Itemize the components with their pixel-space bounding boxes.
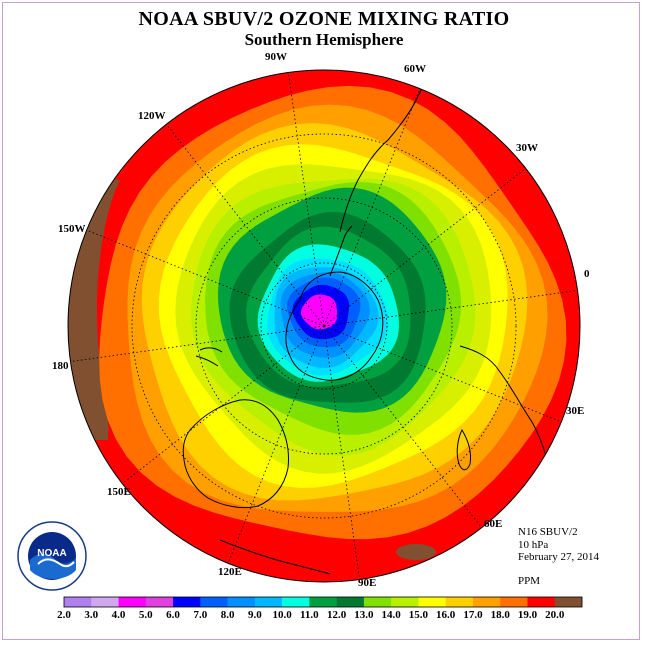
colorbar-tick-label: 12.0 [327, 609, 347, 621]
coastline-australia [182, 399, 289, 509]
meridian-line [68, 325, 325, 364]
colorbar-swatch [500, 597, 528, 607]
colorbar-swatch [64, 597, 92, 607]
colorbar-tick-label: 19.0 [517, 609, 538, 621]
date-label: February 27, 2014 [518, 551, 599, 563]
colorbar-swatch [91, 597, 119, 607]
lon-label-180: 180 [52, 360, 69, 372]
colorbar-tick-label: 15.0 [408, 609, 429, 621]
meridian-line [323, 325, 575, 428]
colorbar-swatch [418, 597, 446, 607]
lon-label-60w: 60W [404, 63, 426, 75]
colorbar-swatch [173, 597, 201, 607]
noaa-logo-icon: NOAA [17, 521, 87, 591]
map-outline [67, 69, 581, 583]
colorbar-swatch [445, 597, 474, 607]
noaa-logo-text: NOAA [37, 548, 66, 559]
colorbar-swatch [200, 597, 228, 607]
colorbar-tick-label: 11.0 [300, 609, 319, 621]
colorbar-tick-label: 13.0 [354, 609, 374, 621]
noaa-logo: NOAA [16, 520, 88, 592]
graticule [68, 70, 580, 582]
meridian-line [323, 325, 491, 540]
colorbar-swatch [527, 597, 556, 607]
coastline-new-zealand [195, 347, 223, 367]
page-title: NOAA SBUV/2 OZONE MIXING RATIO [138, 8, 510, 30]
lon-label-30e: 30E [566, 405, 585, 417]
colorbar-tick-label: 18.0 [490, 609, 510, 621]
lon-label-60e: 60E [484, 518, 503, 530]
colorbar-swatch [336, 597, 365, 607]
colorbar-outline [63, 596, 583, 608]
coastline-peninsula [329, 225, 353, 277]
colorbar-swatch [118, 597, 147, 607]
page-subtitle: Southern Hemisphere [244, 30, 404, 49]
colorbar-tick-label: 17.0 [463, 609, 483, 621]
level-label: 10 hPa [518, 539, 549, 551]
lon-label-30w: 30W [516, 142, 538, 154]
colorbar-tick-label: 2.0 [57, 609, 71, 621]
coastline-madagascar [456, 428, 471, 471]
colorbar-swatch [391, 597, 419, 607]
coastline-se-asia [219, 539, 331, 575]
colorbar-tick-label: 8.0 [220, 609, 235, 621]
colorbar-tick-label: 10.0 [272, 609, 292, 621]
colorbar-swatch [472, 597, 501, 607]
colorbar-tick-label: 16.0 [436, 609, 456, 621]
lon-label-150w: 150W [58, 223, 86, 235]
colorbar-swatch [145, 597, 174, 607]
colorbar-tick-label: 3.0 [84, 609, 99, 621]
colorbar-swatch [363, 597, 392, 607]
image-frame [2, 2, 640, 640]
meridian-line [323, 288, 580, 327]
colorbar-swatch [554, 597, 583, 607]
instrument-label: N16 SBUV/2 [518, 526, 578, 538]
ozone-contour-bands [68, 70, 580, 582]
colorbar-swatch [227, 597, 256, 607]
colorbar-tick-label: 9.0 [247, 609, 262, 621]
lon-label-120e: 120E [218, 566, 242, 578]
meridian-line [323, 325, 362, 582]
colorbar [63, 596, 583, 608]
meridian-line [323, 159, 538, 327]
colorbar-tick-label: 6.0 [166, 609, 180, 621]
colorbar-tick-label: 14.0 [381, 609, 401, 621]
colorbar-swatch [282, 597, 310, 607]
meridian-line [286, 70, 325, 327]
lon-label-90w: 90W [265, 51, 287, 63]
lon-label-120w: 120W [138, 110, 166, 122]
meridian-line [222, 325, 325, 577]
colorbar-tick-label: 4.0 [111, 609, 126, 621]
colorbar-swatch [309, 597, 337, 607]
band-17 [301, 294, 338, 330]
latitude-circle [131, 133, 517, 519]
meridian-line [323, 75, 426, 327]
units-label: PPM [518, 575, 541, 587]
brown-patch-south [396, 544, 436, 560]
colorbar-tick-label: 7.0 [193, 609, 208, 621]
lon-label-90e: 90E [358, 577, 377, 589]
latitude-circle [260, 262, 388, 390]
colorbar-tick-label: 5.0 [138, 609, 153, 621]
coastline-antarctica [285, 271, 384, 381]
meridian-line [157, 112, 325, 327]
colorbar-tick-label: 20.0 [545, 609, 565, 621]
meridian-line [73, 224, 325, 327]
latitude-circle [195, 197, 453, 455]
lon-label-0: 0 [584, 268, 590, 280]
lon-label-150e: 150E [107, 486, 131, 498]
meridian-line [110, 325, 325, 493]
colorbar-swatch [254, 597, 283, 607]
coastline-africa [459, 345, 553, 481]
